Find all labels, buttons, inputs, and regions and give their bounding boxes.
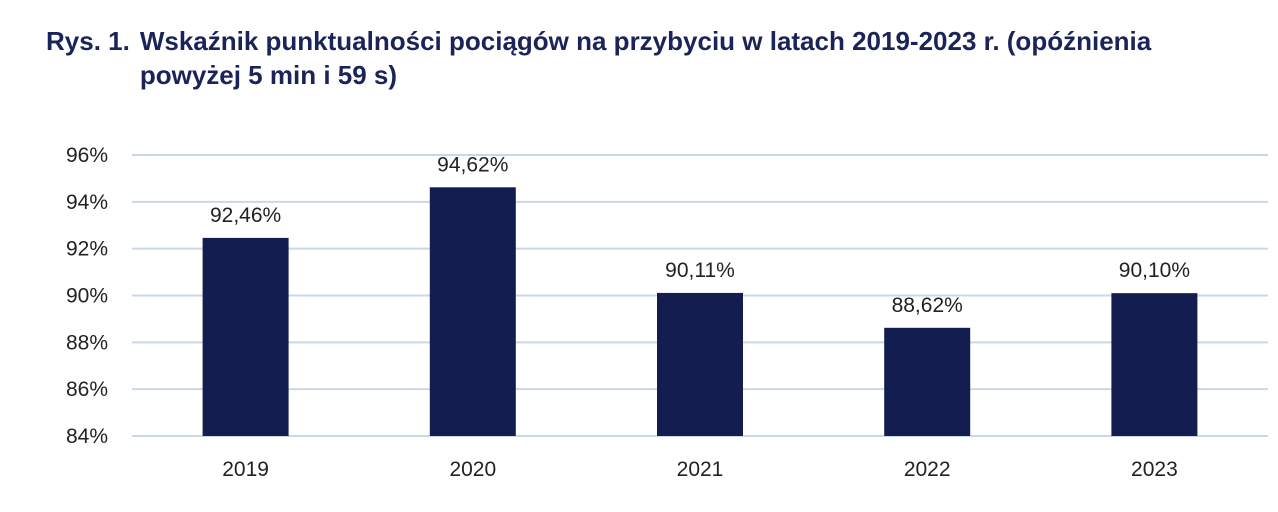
figure-label: Rys. 1. xyxy=(46,26,130,56)
x-tick-label: 2019 xyxy=(222,458,269,481)
y-tick-label: 84% xyxy=(66,425,108,448)
y-tick-label: 88% xyxy=(66,331,108,354)
data-label: 88,62% xyxy=(892,294,963,317)
data-label: 92,46% xyxy=(210,204,281,227)
y-tick-label: 96% xyxy=(66,144,108,167)
x-tick-label: 2021 xyxy=(677,458,724,481)
chart-title: Wskaźnik punktualności pociągów na przyb… xyxy=(139,26,1152,90)
data-label: 90,11% xyxy=(665,259,735,282)
bar xyxy=(202,237,289,436)
x-tick-label: 2022 xyxy=(904,458,951,481)
bar xyxy=(1111,293,1198,436)
y-tick-label: 92% xyxy=(66,238,108,261)
x-tick-label: 2023 xyxy=(1131,458,1178,481)
bar xyxy=(657,292,743,436)
data-label: 90,10% xyxy=(1119,259,1190,282)
y-tick-label: 90% xyxy=(66,285,108,308)
y-tick-label: 94% xyxy=(66,191,108,214)
bar xyxy=(884,327,971,436)
x-tick-label: 2020 xyxy=(449,458,496,481)
chart-caption: Rys. 1. Wskaźnik punktualności pociągów … xyxy=(46,24,1246,92)
y-tick-label: 86% xyxy=(66,378,108,401)
data-label: 94,62% xyxy=(437,153,508,176)
bar xyxy=(429,187,516,436)
